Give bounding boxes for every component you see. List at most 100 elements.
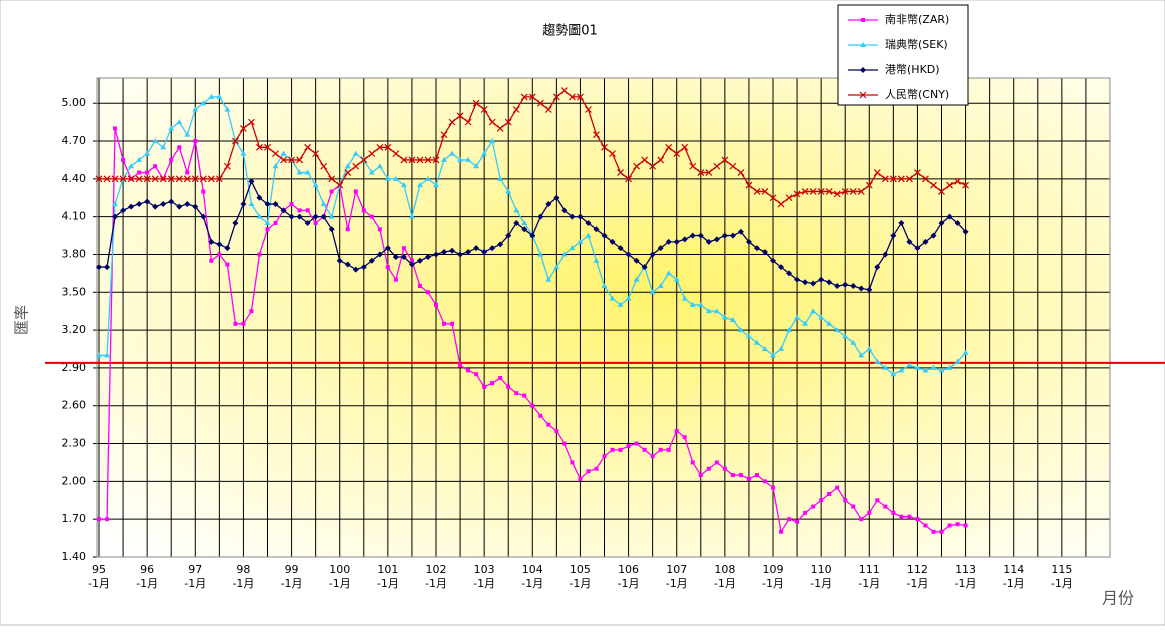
marker xyxy=(481,150,488,156)
marker xyxy=(625,295,632,301)
marker xyxy=(103,175,111,183)
marker xyxy=(417,283,422,288)
marker xyxy=(923,523,928,528)
x-tick-label: 100 xyxy=(329,563,350,576)
marker xyxy=(833,190,841,198)
marker xyxy=(843,498,848,503)
marker xyxy=(537,213,544,220)
x-tick-label: 110 xyxy=(811,563,832,576)
marker xyxy=(120,207,127,214)
x-tick-label: 96 xyxy=(140,563,154,576)
marker xyxy=(898,219,905,226)
marker xyxy=(955,522,960,527)
marker xyxy=(232,219,239,226)
marker xyxy=(770,352,777,358)
marker xyxy=(545,201,552,208)
marker xyxy=(95,175,103,183)
marker xyxy=(137,170,142,175)
marker xyxy=(192,106,199,112)
marker xyxy=(442,321,447,326)
marker xyxy=(754,473,759,478)
marker xyxy=(745,238,752,245)
marker xyxy=(352,266,359,273)
marker xyxy=(400,182,407,188)
legend-label: 瑞典幣(SEK) xyxy=(885,37,948,51)
marker xyxy=(408,261,415,268)
legend-label: 港幣(HKD) xyxy=(885,63,940,76)
marker xyxy=(705,169,713,176)
marker xyxy=(746,476,751,481)
marker xyxy=(385,265,390,270)
marker xyxy=(865,181,873,189)
marker xyxy=(152,203,159,210)
marker xyxy=(368,257,375,264)
marker xyxy=(914,169,921,176)
marker xyxy=(633,162,641,170)
marker xyxy=(681,236,688,243)
marker xyxy=(689,232,696,239)
marker xyxy=(175,175,183,183)
marker xyxy=(850,282,857,289)
x-tick-sublabel: -1月 xyxy=(955,577,977,590)
marker xyxy=(553,194,560,201)
marker xyxy=(216,241,223,248)
marker xyxy=(666,447,671,452)
marker xyxy=(737,169,745,176)
marker xyxy=(425,290,430,295)
marker xyxy=(145,170,150,175)
marker xyxy=(104,264,111,271)
x-tick-label: 104 xyxy=(522,563,543,576)
marker xyxy=(890,232,897,239)
x-tick-label: 109 xyxy=(763,563,784,576)
marker xyxy=(930,181,937,189)
marker xyxy=(498,376,503,381)
marker xyxy=(577,93,584,101)
marker xyxy=(474,372,479,377)
marker xyxy=(722,466,727,471)
y-tick-label: 5.00 xyxy=(62,96,87,109)
marker xyxy=(112,201,119,207)
marker xyxy=(416,156,424,164)
marker xyxy=(207,175,215,183)
marker xyxy=(297,208,302,213)
x-tick-label: 107 xyxy=(666,563,687,576)
marker xyxy=(505,232,512,239)
marker xyxy=(546,422,551,427)
marker xyxy=(873,169,881,176)
marker xyxy=(881,175,889,183)
marker xyxy=(602,454,607,459)
y-tick-label: 3.20 xyxy=(62,323,87,336)
marker xyxy=(657,245,664,252)
marker xyxy=(320,201,327,207)
marker xyxy=(312,150,320,158)
marker xyxy=(514,391,519,396)
marker xyxy=(313,220,318,225)
marker xyxy=(520,93,528,101)
marker xyxy=(681,295,688,301)
marker xyxy=(866,346,873,352)
marker xyxy=(914,245,921,252)
marker xyxy=(753,339,760,345)
marker xyxy=(745,333,752,339)
marker xyxy=(153,164,158,169)
marker xyxy=(827,491,832,496)
marker xyxy=(962,349,969,355)
marker xyxy=(858,352,865,358)
marker xyxy=(753,245,760,252)
marker xyxy=(617,245,624,252)
marker xyxy=(280,156,287,164)
marker xyxy=(392,175,399,181)
marker xyxy=(609,238,616,245)
marker xyxy=(344,163,351,169)
marker xyxy=(826,279,833,286)
marker xyxy=(851,504,856,509)
marker xyxy=(962,181,969,189)
marker xyxy=(465,248,472,255)
marker xyxy=(625,251,632,258)
marker xyxy=(96,264,103,271)
y-tick-label: 3.50 xyxy=(62,285,87,298)
marker xyxy=(528,93,536,101)
x-tick-label: 99 xyxy=(285,563,299,576)
marker xyxy=(312,213,319,220)
